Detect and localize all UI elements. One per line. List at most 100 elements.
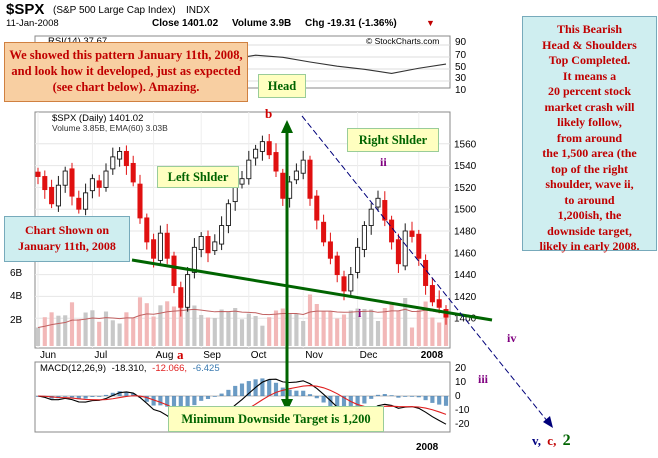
candle (96, 180, 102, 188)
candle (395, 239, 401, 265)
volume-bar (396, 311, 401, 346)
right-note-line: from around (556, 130, 623, 145)
candle (55, 184, 61, 207)
candle (253, 148, 259, 159)
candle (300, 159, 306, 174)
price-tick: 1440 (454, 270, 477, 281)
volume-bar (328, 311, 333, 346)
right-note-line: This Bearish (556, 22, 622, 36)
volume-bar (382, 308, 387, 346)
chart-name: (S&P 500 Large Cap Index) (53, 5, 176, 16)
macd-value-2: -12.066, (152, 363, 187, 374)
macd-histogram-bar (348, 396, 353, 412)
candle (171, 255, 177, 286)
volume-bar (117, 323, 122, 346)
right-note-line: market crash will (544, 99, 635, 114)
candle (151, 239, 157, 259)
macd-label-prefix: MACD(12,26,9) (40, 363, 106, 374)
chart-ticker: $SPX (6, 1, 44, 18)
macd-histogram-bar (321, 396, 326, 403)
rsi-tick: 10 (455, 85, 467, 96)
volume-bar (192, 305, 197, 346)
macd-histogram-bar (246, 381, 251, 396)
macd-histogram-bar (294, 390, 299, 396)
month-label: Aug (156, 350, 174, 361)
macd-histogram-bar (185, 396, 190, 410)
macd-histogram-bar (287, 389, 292, 396)
volume-bar (437, 322, 442, 346)
candle (185, 274, 191, 308)
macd-histogram-bar (437, 396, 442, 405)
volume-label: Volume 3.85B, EMA(60) 3.03B (52, 123, 168, 133)
volume-bar (335, 318, 340, 346)
candle (212, 241, 218, 252)
macd-histogram-bar (124, 391, 129, 396)
month-label: Jun (40, 350, 56, 361)
candle (225, 203, 231, 226)
volume-bar (165, 301, 170, 346)
macd-histogram-bar (403, 396, 408, 397)
volume-bar (158, 305, 163, 346)
volume-ema-line (37, 308, 447, 328)
chart-exchange: INDX (186, 5, 210, 16)
candle (423, 259, 429, 286)
volume-bar (314, 304, 319, 346)
volume-bar (287, 313, 292, 346)
macd-histogram-bar (382, 394, 387, 396)
macd-histogram-bar (355, 396, 360, 409)
price-label: $SPX (Daily) 1401.02 (52, 113, 143, 124)
chart-change: Chg -19.31 (-1.36%) (305, 18, 397, 29)
macd-histogram-bar (396, 396, 401, 398)
candle (273, 152, 279, 172)
volume-bar (90, 310, 95, 346)
candle (123, 150, 129, 167)
price-tick: 1520 (454, 183, 477, 194)
macd-month-label: 2008 (416, 442, 439, 453)
macd-histogram-bar (307, 394, 313, 396)
candle (110, 156, 116, 170)
volume-bar (369, 309, 374, 346)
candle (144, 217, 150, 243)
candle (76, 197, 82, 210)
brand-label: © StockCharts.com (366, 36, 439, 46)
volume-bar (260, 325, 265, 346)
macd-histogram-bar (239, 383, 245, 396)
macd-histogram-bar (226, 389, 231, 396)
volume-bar (63, 315, 68, 346)
price-tick: 1480 (454, 227, 477, 238)
candle (239, 178, 245, 185)
chart-volume: Volume 3.9B (232, 18, 291, 29)
volume-bar (42, 317, 47, 346)
macd-histogram-bar (416, 396, 421, 398)
macd-histogram-bar (369, 396, 374, 399)
wave-label-c-text: c, (547, 433, 556, 448)
volume-bar (294, 314, 299, 346)
macd-histogram-bar (76, 396, 81, 400)
volume-bar (151, 316, 156, 346)
volume-bar (76, 319, 81, 346)
volume-bar (56, 315, 61, 346)
volume-bar (131, 317, 136, 346)
macd-histogram-bar (90, 396, 95, 397)
candle (436, 299, 442, 308)
volume-bar (83, 312, 88, 346)
left-shoulder-label: Left Shlder (157, 166, 239, 188)
head-measure-arrow-top (281, 120, 293, 133)
macd-histogram-bar (375, 394, 381, 396)
month-label: Dec (360, 350, 378, 361)
macd-histogram-bar (212, 396, 217, 397)
wave-label-v-text: v, (532, 433, 541, 448)
macd-histogram-bar (97, 396, 102, 397)
volume-tick: 2B (10, 315, 23, 326)
macd-histogram-bar (273, 382, 279, 396)
macd-histogram-bar (423, 396, 428, 401)
candle (382, 200, 388, 221)
candle (205, 235, 211, 254)
volume-tick: 4B (10, 291, 23, 302)
downtrend-line (301, 115, 549, 423)
candle (164, 232, 170, 259)
candle (280, 172, 286, 199)
candle (117, 150, 123, 160)
volume-bar (267, 317, 272, 346)
macd-histogram-bar (83, 396, 88, 399)
